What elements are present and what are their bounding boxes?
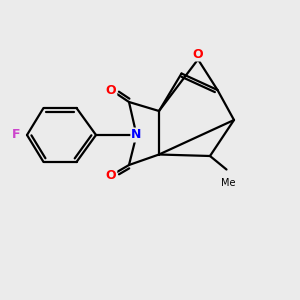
Text: Me: Me [221,178,235,188]
Text: O: O [106,83,116,97]
Text: O: O [106,169,116,182]
Text: O: O [193,47,203,61]
Text: N: N [131,128,142,142]
Text: F: F [12,128,21,142]
